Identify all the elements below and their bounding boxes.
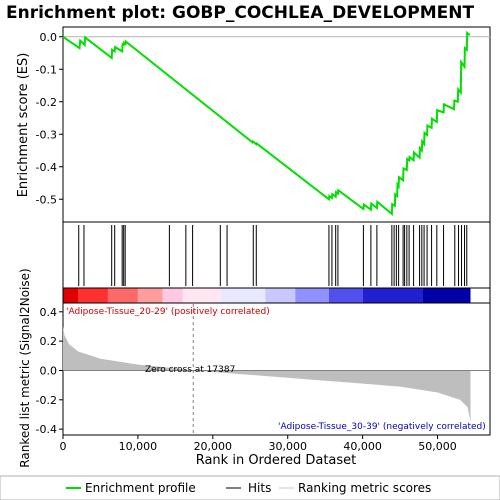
heat-segment <box>77 288 108 303</box>
heat-segment <box>422 288 471 303</box>
legend: Enrichment profile Hits Ranking metric s… <box>0 475 500 500</box>
legend-enrichment-label: Enrichment profile <box>85 481 196 495</box>
metric-y-axis-label: Ranked list metric (Signal2Noise) <box>18 268 32 467</box>
x-tick-label: 30,000 <box>268 440 307 453</box>
x-tick-label: 50,000 <box>418 440 457 453</box>
x-tick-label: 40,000 <box>343 440 382 453</box>
es-panel: 0.0 -0.1 -0.2 -0.3 -0.4 -0.5 Enrichment score… <box>16 26 491 223</box>
x-tick-label: 20,000 <box>194 440 233 453</box>
heat-segment <box>265 288 296 303</box>
heat-segment <box>162 288 183 303</box>
hits-panel-frame <box>62 221 491 289</box>
x-tick-label: 10,000 <box>119 440 158 453</box>
es-panel-frame <box>62 26 491 223</box>
es-y-tick-label: -0.2 <box>36 96 57 109</box>
heat-segment <box>220 288 266 303</box>
heat-segment <box>137 288 163 303</box>
es-y-tick-label: -0.1 <box>36 63 57 76</box>
zero-cross-label: Zero cross at 17387 <box>145 365 235 375</box>
metric-y-tick-label: 0.0 <box>40 364 58 377</box>
metric-panel: 0.4 0.2 0.0 -0.2 -0.4 'Adipose-Tissue_20-29'… <box>18 268 491 468</box>
metric-y-tick-label: -0.4 <box>36 423 57 436</box>
heat-segment <box>182 288 221 303</box>
legend-ranking-label: Ranking metric scores <box>298 481 431 495</box>
es-y-tick-label: 0.0 <box>40 31 58 44</box>
es-y-tick-label: -0.3 <box>36 128 57 141</box>
x-axis-label: Rank in Ordered Dataset <box>196 453 357 468</box>
metric-y-tick-label: 0.4 <box>40 306 58 319</box>
es-y-tick-label: -0.5 <box>36 193 57 206</box>
es-y-ticks: 0.0 -0.1 -0.2 -0.3 -0.4 -0.5 <box>36 31 63 206</box>
legend-frame <box>0 475 500 500</box>
metric-y-tick-label: 0.2 <box>40 335 58 348</box>
heat-segment <box>295 288 329 303</box>
metric-y-ticks: 0.4 0.2 0.0 -0.2 -0.4 <box>36 304 194 436</box>
heat-segment <box>107 288 138 303</box>
hits-panel <box>62 221 491 289</box>
negative-correlation-label: 'Adipose-Tissue_30-39' (negatively corre… <box>278 422 486 432</box>
heat-segment <box>362 288 423 303</box>
es-y-axis-label: Enrichment score (ES) <box>16 53 31 198</box>
metric-y-tick-label: -0.2 <box>36 394 57 407</box>
legend-hits-label: Hits <box>248 481 271 495</box>
heat-segment <box>328 288 363 303</box>
positive-correlation-label: 'Adipose-Tissue_20-29' (positively corre… <box>66 307 270 317</box>
x-tick-label: 0 <box>60 440 67 453</box>
enrichment-profile-line <box>62 30 471 216</box>
x-axis-ticks: 0 10,000 20,000 30,000 40,000 50,000 <box>60 435 457 453</box>
es-y-tick-label: -0.4 <box>36 161 57 174</box>
ranking-metric-area <box>63 326 471 422</box>
hit-marks <box>78 225 468 286</box>
chart-title: Enrichment plot: GOBP_COCHLEA_DEVELOPMEN… <box>6 3 474 23</box>
heat-segment <box>63 288 78 303</box>
ranking-heat-bar <box>63 288 471 303</box>
